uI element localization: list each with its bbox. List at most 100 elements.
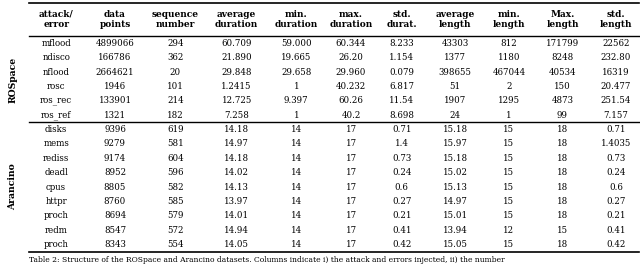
Text: 0.41: 0.41 <box>392 225 412 235</box>
Text: cpus: cpus <box>46 183 67 192</box>
Text: 579: 579 <box>167 211 184 220</box>
Text: 1907: 1907 <box>444 96 467 105</box>
Text: 1295: 1295 <box>498 96 520 105</box>
Text: 29.848: 29.848 <box>221 68 252 77</box>
Text: ros_ref: ros_ref <box>41 110 72 120</box>
Text: 294: 294 <box>167 39 184 48</box>
Text: 0.24: 0.24 <box>392 168 412 177</box>
Text: 14: 14 <box>291 125 302 134</box>
Text: 17: 17 <box>346 140 356 148</box>
Text: redm: redm <box>45 225 68 235</box>
Text: 13.97: 13.97 <box>224 197 249 206</box>
Text: 14.18: 14.18 <box>224 154 249 163</box>
Text: ros_rec: ros_rec <box>40 96 72 105</box>
Text: 15: 15 <box>503 125 515 134</box>
Text: 398655: 398655 <box>439 68 472 77</box>
Text: 20: 20 <box>170 68 181 77</box>
Text: 20.477: 20.477 <box>601 82 631 91</box>
Text: Table 2: Structure of the ROSpace and Arancino datasets. Columns indicate i) the: Table 2: Structure of the ROSpace and Ar… <box>29 256 504 264</box>
Text: 572: 572 <box>167 225 184 235</box>
Text: 12: 12 <box>503 225 515 235</box>
Text: 9.397: 9.397 <box>284 96 308 105</box>
Text: disks: disks <box>45 125 67 134</box>
Text: 596: 596 <box>167 168 184 177</box>
Text: min.
duration: min. duration <box>275 10 318 29</box>
Text: 14.01: 14.01 <box>224 211 249 220</box>
Text: deadl: deadl <box>44 168 68 177</box>
Text: 619: 619 <box>167 125 184 134</box>
Text: 60.709: 60.709 <box>221 39 252 48</box>
Text: 59.000: 59.000 <box>281 39 312 48</box>
Text: 15.97: 15.97 <box>443 140 468 148</box>
Text: 9174: 9174 <box>104 154 126 163</box>
Text: 17: 17 <box>346 225 356 235</box>
Text: 40.232: 40.232 <box>336 82 366 91</box>
Text: 0.42: 0.42 <box>606 240 626 249</box>
Text: 1.4035: 1.4035 <box>601 140 631 148</box>
Text: 17: 17 <box>346 125 356 134</box>
Text: 16319: 16319 <box>602 68 630 77</box>
Text: 17: 17 <box>346 183 356 192</box>
Text: 0.71: 0.71 <box>392 125 412 134</box>
Text: std.
durat.: std. durat. <box>387 10 417 29</box>
Text: 18: 18 <box>557 183 568 192</box>
Text: ndisco: ndisco <box>42 53 70 62</box>
Text: 0.41: 0.41 <box>606 225 626 235</box>
Text: 14.13: 14.13 <box>224 183 249 192</box>
Text: 14: 14 <box>291 211 302 220</box>
Text: 14.97: 14.97 <box>224 140 249 148</box>
Text: 21.890: 21.890 <box>221 53 252 62</box>
Text: 0.079: 0.079 <box>389 68 414 77</box>
Text: 17: 17 <box>346 168 356 177</box>
Text: 214: 214 <box>167 96 184 105</box>
Text: 6.817: 6.817 <box>389 82 414 91</box>
Text: sequence
number: sequence number <box>152 10 199 29</box>
Text: 99: 99 <box>557 111 568 120</box>
Text: 15.02: 15.02 <box>443 168 468 177</box>
Text: 0.71: 0.71 <box>606 125 626 134</box>
Text: 585: 585 <box>167 197 184 206</box>
Text: 14: 14 <box>291 140 302 148</box>
Text: 0.42: 0.42 <box>392 240 412 249</box>
Text: 15: 15 <box>503 197 515 206</box>
Text: mems: mems <box>44 140 69 148</box>
Text: 1.154: 1.154 <box>389 53 414 62</box>
Text: 14: 14 <box>291 168 302 177</box>
Text: 14: 14 <box>291 197 302 206</box>
Text: 18: 18 <box>557 197 568 206</box>
Text: 581: 581 <box>167 140 184 148</box>
Text: 14.97: 14.97 <box>443 197 468 206</box>
Text: average
length: average length <box>436 10 475 29</box>
Text: 0.27: 0.27 <box>606 197 626 206</box>
Text: 17: 17 <box>346 154 356 163</box>
Text: 15.13: 15.13 <box>443 183 468 192</box>
Text: 40.2: 40.2 <box>341 111 361 120</box>
Text: Max.
length: Max. length <box>546 10 579 29</box>
Text: 8694: 8694 <box>104 211 126 220</box>
Text: nflood: nflood <box>43 68 70 77</box>
Text: 43303: 43303 <box>442 39 469 48</box>
Text: 26.20: 26.20 <box>339 53 364 62</box>
Text: 0.27: 0.27 <box>392 197 412 206</box>
Text: 14: 14 <box>291 154 302 163</box>
Text: attack/
error: attack/ error <box>39 10 74 29</box>
Text: 14: 14 <box>291 225 302 235</box>
Text: 15: 15 <box>557 225 568 235</box>
Text: 2664621: 2664621 <box>95 68 134 77</box>
Text: 171799: 171799 <box>546 39 579 48</box>
Text: 554: 554 <box>167 240 184 249</box>
Text: 18: 18 <box>557 168 568 177</box>
Text: 18: 18 <box>557 140 568 148</box>
Text: 1946: 1946 <box>104 82 126 91</box>
Text: 1: 1 <box>293 82 299 91</box>
Text: 24: 24 <box>450 111 461 120</box>
Text: 0.21: 0.21 <box>392 211 412 220</box>
Text: 8.233: 8.233 <box>389 39 414 48</box>
Text: 467044: 467044 <box>492 68 525 77</box>
Text: 60.26: 60.26 <box>339 96 364 105</box>
Text: 8.698: 8.698 <box>389 111 414 120</box>
Text: 15: 15 <box>503 240 515 249</box>
Text: 29.658: 29.658 <box>281 68 312 77</box>
Text: 15: 15 <box>503 154 515 163</box>
Text: 0.6: 0.6 <box>395 183 409 192</box>
